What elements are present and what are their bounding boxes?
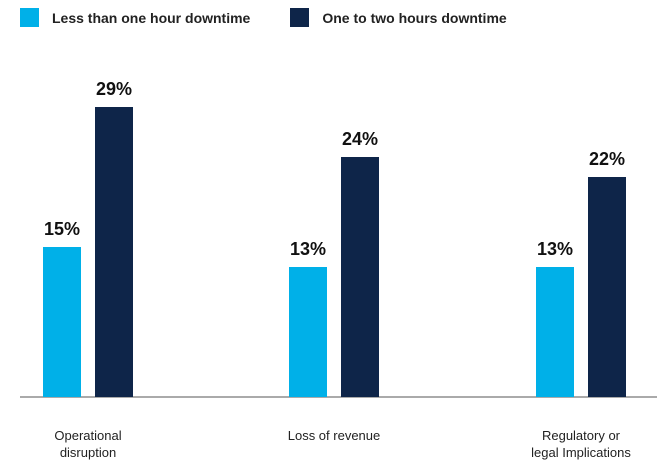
bar-one-to-two-hours-1 — [341, 157, 379, 397]
legend-swatch-one-to-two-hours — [290, 8, 310, 27]
legend-label-less-than-one-hour: Less than one hour downtime — [52, 9, 251, 26]
category-label: disruption — [60, 445, 116, 460]
legend-swatch-less-than-one-hour — [20, 8, 39, 27]
category-label: legal Implications — [531, 445, 631, 460]
data-label: 29% — [96, 79, 132, 99]
chart-legend: Less than one hour downtime One to two h… — [20, 8, 547, 27]
bar-one-to-two-hours-0 — [95, 107, 133, 397]
data-label: 13% — [537, 239, 573, 259]
bar-one-to-two-hours-2 — [588, 177, 626, 397]
bar-less-than-one-hour-1 — [289, 267, 327, 397]
bar-less-than-one-hour-2 — [536, 267, 574, 397]
data-label: 15% — [44, 219, 80, 239]
data-label: 24% — [342, 129, 378, 149]
legend-item-one-to-two-hours: One to two hours downtime — [290, 8, 507, 27]
category-label: Loss of revenue — [288, 428, 381, 443]
legend-item-less-than-one-hour: Less than one hour downtime — [20, 8, 250, 27]
legend-label-one-to-two-hours: One to two hours downtime — [322, 9, 507, 26]
data-label: 13% — [290, 239, 326, 259]
category-label: Operational — [54, 428, 121, 443]
bar-less-than-one-hour-0 — [43, 247, 81, 397]
category-label: Regulatory or — [542, 428, 621, 443]
data-label: 22% — [589, 149, 625, 169]
